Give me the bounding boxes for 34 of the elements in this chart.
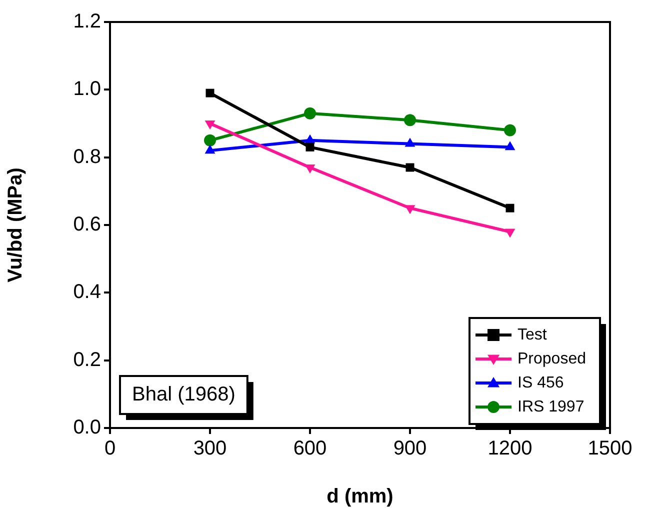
point [306,142,314,152]
point [404,138,416,147]
legend-label: Proposed [518,350,586,368]
legend-label: IRS 1997 [518,398,584,416]
y-tick-label: 1.2 [73,10,101,33]
x-tick-label: 1500 [588,438,632,460]
point [304,107,316,120]
y-tick-label: 0.8 [73,146,101,168]
point [204,144,216,154]
point [206,88,214,98]
point [504,124,516,136]
y-tick-label: 0.4 [73,281,101,304]
point [404,205,416,214]
point [304,134,316,144]
x-axis-title: d (mm) [326,486,394,508]
annotation: Bhal (1968) [132,384,236,406]
point [404,114,416,126]
y-tick-label: 0.6 [73,214,101,236]
y-tick-label: 0.2 [73,348,101,371]
point [504,228,516,238]
y-tick-label: 0.0 [73,416,101,439]
x-tick-label: 600 [293,438,327,460]
x-tick-label: 0 [104,438,116,460]
x-tick-label: 900 [393,438,427,460]
point [204,134,216,146]
point [506,204,514,212]
point [406,163,414,172]
x-tick-label: 300 [193,438,227,460]
y-tick-label: 1.0 [73,78,101,100]
point [504,141,516,150]
x-tick-label: 1200 [488,438,532,460]
y-axis-title: Vu/bd (MPa) [4,168,27,282]
legend-label: IS 456 [518,374,564,392]
legend-label: Test [518,326,548,344]
